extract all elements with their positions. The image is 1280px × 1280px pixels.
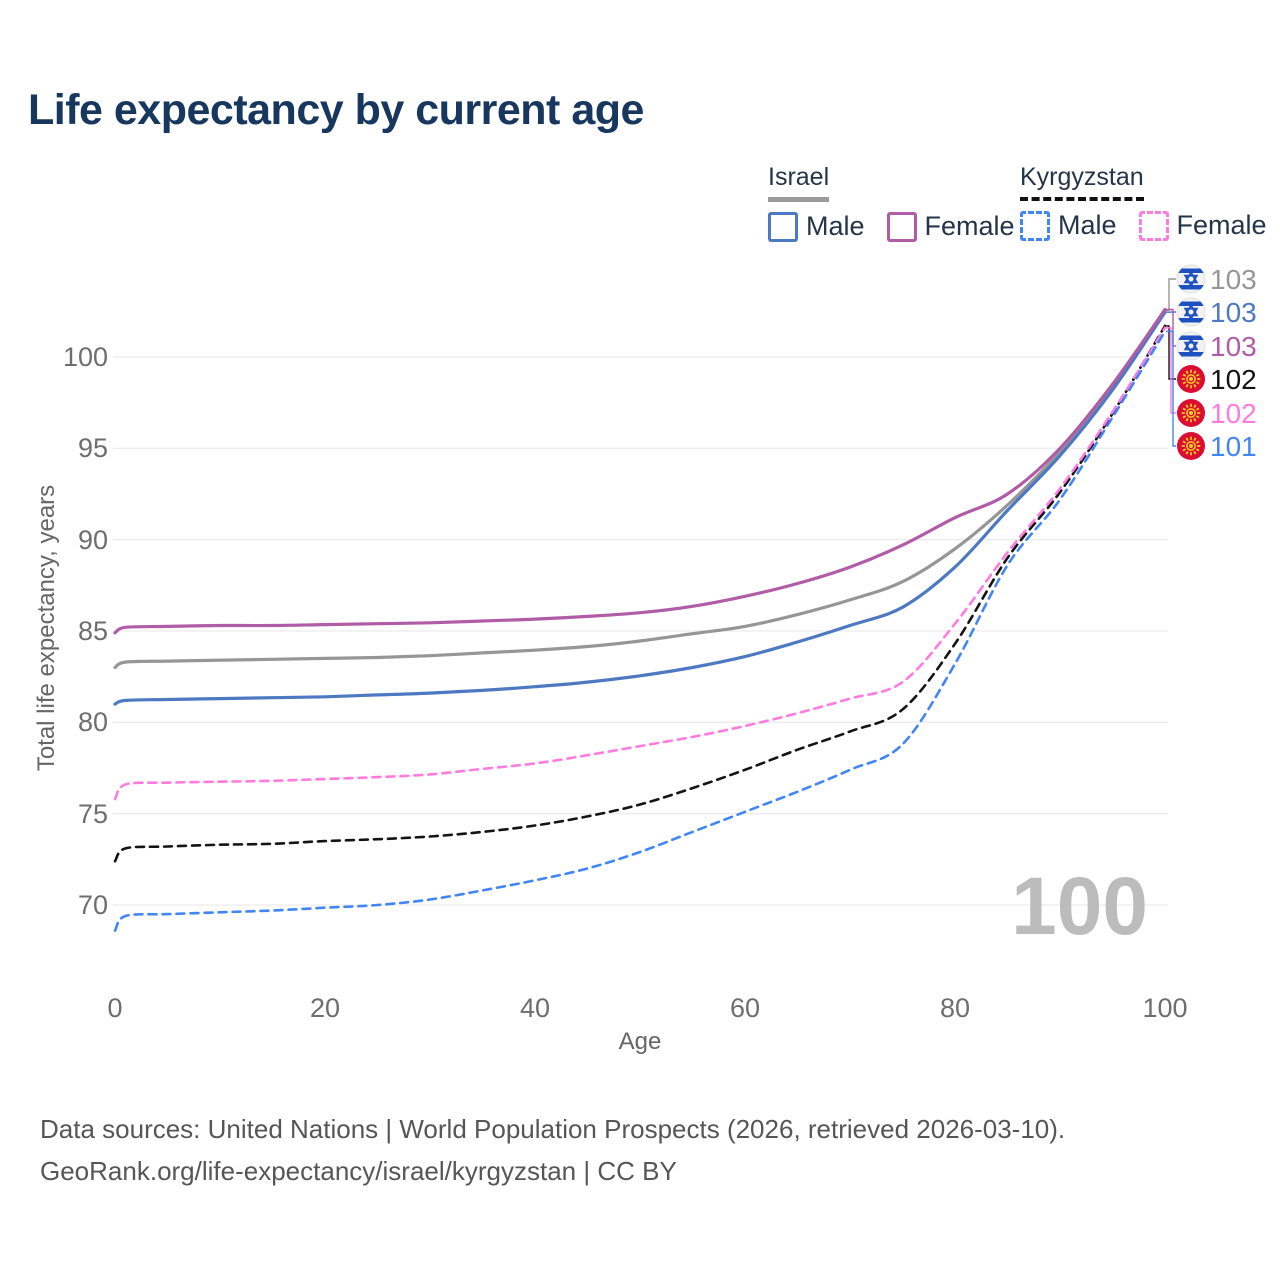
x-tick-label-100: 100 <box>1142 993 1188 1023</box>
footer-source-line: Data sources: United Nations | World Pop… <box>40 1114 1066 1144</box>
legend-title-kyrgyzstan: Kyrgyzstan <box>1020 163 1144 201</box>
x-tick-label-60: 60 <box>729 993 761 1023</box>
legend-label-kyrgyzstan-female[interactable]: Female <box>1176 210 1267 240</box>
legend-label-israel-female[interactable]: Female <box>924 211 1015 241</box>
series-line-kyrgyzstan-male[interactable] <box>113 330 1167 932</box>
page-title: Life expectancy by current age <box>28 86 644 134</box>
end-value-label-israel-all-: 103 <box>1210 264 1257 295</box>
legend-group-israel: Israel Male Female <box>768 163 1037 242</box>
series-line-israel-all-[interactable] <box>113 308 1167 670</box>
y-tick-label-100: 100 <box>62 342 108 372</box>
legend-label-israel-male[interactable]: Male <box>806 211 865 241</box>
legend: Israel Male Female Kyrgyzstan Male Femal… <box>0 0 1280 250</box>
series-line-kyrgyzstan-female[interactable] <box>113 326 1167 801</box>
series-line-israel-female[interactable] <box>113 307 1167 635</box>
series-line-kyrgyzstan-all-[interactable] <box>113 324 1167 863</box>
israel-flag-icon <box>1176 331 1206 361</box>
age-counter-watermark: 100 <box>1011 861 1148 952</box>
end-value-label-kyrgyzstan-male: 101 <box>1210 431 1257 462</box>
x-tick-label-20: 20 <box>309 993 341 1023</box>
x-tick-label-0: 0 <box>107 993 123 1023</box>
y-tick-label-85: 85 <box>77 616 108 646</box>
end-value-label-israel-male: 103 <box>1210 297 1257 328</box>
legend-swatch-kyrgyzstan-female[interactable] <box>1138 210 1169 241</box>
kyrgyzstan-flag-icon <box>1177 432 1205 460</box>
footer-attribution-line: GeoRank.org/life-expectancy/israel/kyrgy… <box>40 1156 677 1187</box>
x-tick-label-80: 80 <box>939 993 971 1023</box>
series-line-israel-male[interactable] <box>113 310 1167 706</box>
legend-swatch-kyrgyzstan-male[interactable] <box>1020 210 1050 241</box>
end-value-label-kyrgyzstan-female: 102 <box>1210 398 1257 429</box>
legend-swatch-israel-male[interactable] <box>768 211 798 242</box>
y-tick-label-75: 75 <box>77 798 108 829</box>
y-tick-label-90: 90 <box>77 524 108 555</box>
y-tick-label-80: 80 <box>77 707 108 738</box>
legend-label-kyrgyzstan-male[interactable]: Male <box>1058 210 1117 240</box>
x-axis-title: Age <box>618 1028 662 1055</box>
y-tick-label-70: 70 <box>77 890 108 920</box>
x-tick-label-40: 40 <box>519 993 551 1023</box>
leader-line-101 <box>1166 330 1176 447</box>
kyrgyzstan-flag-icon <box>1177 365 1205 393</box>
leader-line-102 <box>1166 327 1176 414</box>
legend-row-kyrgyzstan: Male Female <box>1020 210 1280 241</box>
y-tick-label-95: 95 <box>77 433 108 464</box>
end-value-label-kyrgyzstan-all-: 102 <box>1210 364 1257 395</box>
legend-row-israel: Male Female <box>768 211 1037 242</box>
legend-swatch-israel-female[interactable] <box>886 211 917 242</box>
kyrgyzstan-flag-icon <box>1177 399 1205 427</box>
leader-line-103 <box>1166 278 1176 312</box>
end-value-label-israel-female: 103 <box>1210 331 1257 362</box>
legend-group-kyrgyzstan: Kyrgyzstan Male Female <box>1020 163 1280 241</box>
israel-flag-icon <box>1176 264 1206 294</box>
israel-flag-icon <box>1176 297 1206 327</box>
footer: Data sources: United Nations | World Pop… <box>40 1108 1065 1192</box>
leader-line-103 <box>1166 308 1176 347</box>
legend-title-israel: Israel <box>768 163 830 202</box>
